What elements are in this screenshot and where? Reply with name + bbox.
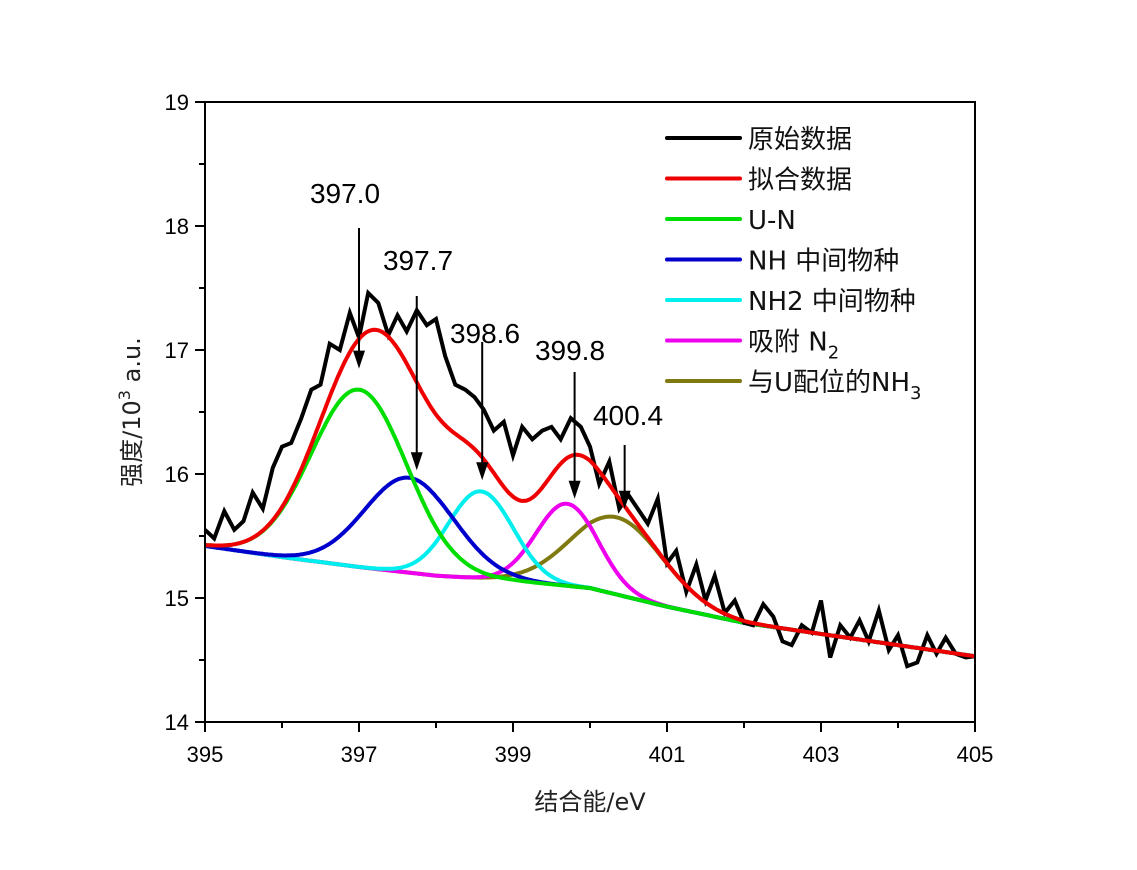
legend-label: 与U配位的NH3	[748, 368, 921, 404]
annotation-arrow-head	[618, 490, 631, 509]
legend-label: NH 中间物种	[748, 247, 899, 277]
annotation-arrow-head	[353, 350, 365, 369]
peak-annotation-label: 397.7	[383, 245, 453, 276]
legend-label-main: 原始数据	[748, 125, 852, 155]
legend-label-main: 吸附 N	[748, 328, 828, 358]
y-tick-label: 16	[165, 462, 189, 487]
fit-line	[204, 327, 976, 659]
legend-label-main: U-N	[748, 206, 796, 236]
x-tick-label: 397	[341, 742, 378, 767]
x-tick-label: 403	[803, 742, 840, 767]
y-axis-label-sup: 3	[115, 390, 134, 400]
legend-label: 吸附 N2	[748, 328, 839, 364]
legend-label: U-N	[748, 206, 796, 236]
y-tick-label: 19	[165, 90, 189, 115]
y-tick-label: 14	[165, 710, 189, 735]
legend-label: 原始数据	[748, 125, 852, 155]
peak-annotation-label: 399.8	[535, 335, 605, 366]
x-tick-label: 401	[649, 742, 686, 767]
x-tick-label: 399	[495, 742, 532, 767]
y-tick-label: 15	[165, 586, 189, 611]
plot-lines	[203, 289, 976, 669]
y-tick-label: 18	[165, 214, 189, 239]
annotations: 397.0 397.7 398.6 399.8 400.4	[310, 178, 663, 509]
legend-label: 拟合数据	[748, 166, 852, 196]
legend-label-main: 与U配位的NH	[748, 368, 910, 398]
y-axis-label: 强度/103 a.u.	[115, 337, 146, 487]
legend-label-main: 拟合数据	[748, 166, 852, 196]
annotation-arrow-head	[568, 480, 581, 499]
raw-data-line	[203, 289, 976, 669]
y-axis-label-main: 强度/10	[118, 400, 146, 487]
y-tick-label: 17	[165, 338, 189, 363]
legend-label-sub: 2	[828, 343, 839, 364]
x-tick-label: 405	[957, 742, 994, 767]
legend-label-main: NH2 中间物种	[748, 287, 916, 317]
series-line-3	[204, 475, 976, 659]
legend-label-main: NH 中间物种	[748, 247, 899, 277]
axis-ticks: 395 397 399 401 403 405 14 15 16 17 18 19	[165, 90, 994, 767]
series-line-4	[204, 489, 976, 659]
x-axis-label: 结合能/eV	[534, 788, 646, 816]
legend-label: NH2 中间物种	[748, 287, 916, 317]
annotation-arrow-head	[410, 452, 423, 471]
peak-annotation-label: 397.0	[310, 178, 380, 209]
legend-label-sub: 3	[910, 383, 921, 404]
peak-annotation-label: 398.6	[450, 318, 520, 349]
series-line-5	[204, 501, 976, 659]
peak-annotation-label: 400.4	[593, 400, 663, 431]
y-axis-label-rest: a.u.	[118, 337, 146, 390]
annotation-arrow-head	[476, 462, 489, 481]
x-tick-label: 395	[187, 742, 224, 767]
